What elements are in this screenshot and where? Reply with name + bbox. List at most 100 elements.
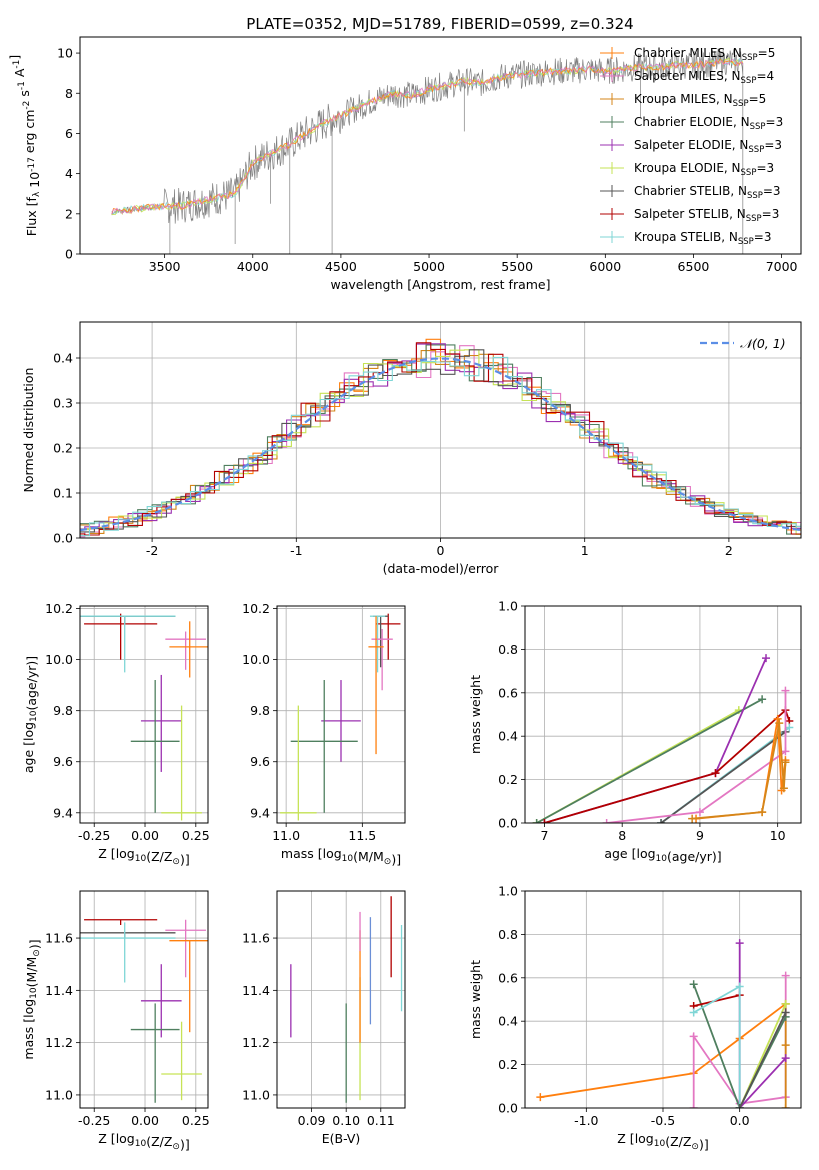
y-tick-label: 11.2 [242,1035,270,1050]
panel-weight-vs-Z: -1.0 -0.5 0.0 0.0 0.2 0.4 0.6 0.8 1.0 Z [log10(Z/… [468,884,802,1152]
label-part: log [323,846,342,861]
label-sub: ⊙ [172,1142,180,1152]
label-part: Flux [f [24,196,39,236]
weight-point-marker [540,819,549,823]
label-part: erg cm [22,110,37,158]
x-tick-label: 11.0 [272,828,300,843]
weight-series-line [606,690,787,823]
legend-label-main: Salpeter ELODIE, N [634,138,748,152]
weight-point-marker [689,980,698,989]
label-part: )] [180,1137,190,1152]
y-tick-label: 0.0 [498,816,518,831]
x-axis-label: Z [log10(Z/Z⊙)] [617,1131,708,1152]
y-axis-label: age [log10(age/yr)] [21,656,39,773]
legend-label-main: Salpeter MILES, N [634,69,741,83]
x-tick-label: 4000 [237,259,269,274]
label-part: )] [699,1137,709,1152]
x-tick-label: 0.25 [182,828,210,843]
weight-series-line [544,708,791,823]
y-tick-label: 2 [65,206,73,221]
x-tick-label: 5000 [413,259,445,274]
weight-point-marker [781,1041,790,1050]
weight-point-marker [773,714,782,723]
axes-frame [524,605,802,824]
error-bar-point [161,705,202,821]
y-tick-label: 10.2 [242,601,270,616]
x-axis-label: Z [log10(Z/Z⊙)] [98,1131,189,1152]
label-sup: -1 [17,81,27,90]
legend-label-sub: SSP [742,53,758,63]
legend-label-suffix: =3 [756,161,774,175]
legend-label-sub: SSP [741,168,757,178]
y-tick-label: 0.2 [53,441,73,456]
label-part: Z [ [617,1131,634,1146]
y-tick-label: 0.4 [53,351,73,366]
x-axis-label: E(B-V) [322,1131,361,1146]
figure-title: PLATE=0352, MJD=51789, FIBERID=0599, z=0… [246,15,633,33]
label-part: (M/M [24,957,39,988]
error-bar-point [369,615,386,673]
x-tick-label: -0.25 [78,1113,110,1128]
legend-label-suffix: =3 [766,115,784,129]
y-tick-label: 11.4 [45,983,73,998]
y-tick-label: 9.4 [250,805,270,820]
legend-label-suffix: =3 [764,138,782,152]
axes-frame [79,36,802,255]
panel-residuals: -2 -1 0 1 2 0.0 0.1 0.2 0.3 0.4 (data-model)/error… [21,321,802,576]
error-bar-point [130,680,180,813]
label-part: age [ [21,741,36,773]
weight-point-marker [779,784,788,793]
x-tick-label: 0.25 [182,1113,210,1128]
weight-point-marker [758,808,767,817]
label-part: log [636,846,655,861]
legend-label: Salpeter MILES, NSSP=4 [634,69,774,86]
legend-label: Kroupa ELODIE, NSSP=3 [634,161,774,178]
x-axis-label: mass [log10(M/M⊙)] [281,846,401,867]
weight-series-line [692,983,787,1108]
legend-label: 𝒩(0, 1) [740,336,786,351]
label-sub: 10 [135,1139,147,1149]
data-spectrum-line [111,47,744,224]
label-part: A [12,68,27,81]
plot-area [80,338,801,538]
label-sub: ⊙ [384,857,392,867]
weight-point-marker [781,1054,790,1063]
weight-point-marker [762,654,771,663]
legend-label-main: Chabrier MILES, N [634,46,742,60]
y-tick-label: 0 [65,247,73,262]
weight-series-line [693,994,740,1007]
x-axis-label: age [log10(age/yr)] [604,846,721,864]
label-part: )] [27,939,42,949]
x-tick-label: -1 [290,543,302,558]
y-tick-label: 10.0 [45,652,73,667]
histogram-step-line [80,356,801,537]
label-sup: -17 [27,157,37,172]
weight-point-marker [781,758,790,767]
error-bar-point [84,919,158,925]
y-axis-label: mass [log10(M/M⊙)] [21,939,42,1059]
label-part: Normed distribution [21,368,36,493]
label-part: (M/M [353,849,384,864]
label-part: (data-model)/error [383,561,500,576]
weight-series-line [540,1003,787,1099]
label-part: Z [ [98,846,115,861]
label-part: )] [180,852,190,867]
x-tick-label: 0.10 [332,1113,360,1128]
plot-area [111,47,744,254]
x-tick-label: 4500 [325,259,357,274]
label-part: mass weight [468,675,483,754]
y-tick-label: 0.0 [498,1101,518,1116]
x-tick-label: -2 [146,543,158,558]
error-bar-point [165,631,206,670]
x-tick-label: 0.11 [367,1113,395,1128]
weight-point-marker [781,686,790,695]
x-tick-label: 0.0 [730,1113,750,1128]
weight-series-line [660,731,787,823]
weight-point-marker [688,814,697,823]
y-tick-label: 10.2 [45,601,73,616]
y-tick-label: 11.4 [242,983,270,998]
label-sub: 10 [135,854,147,864]
plot-area [290,896,403,1103]
